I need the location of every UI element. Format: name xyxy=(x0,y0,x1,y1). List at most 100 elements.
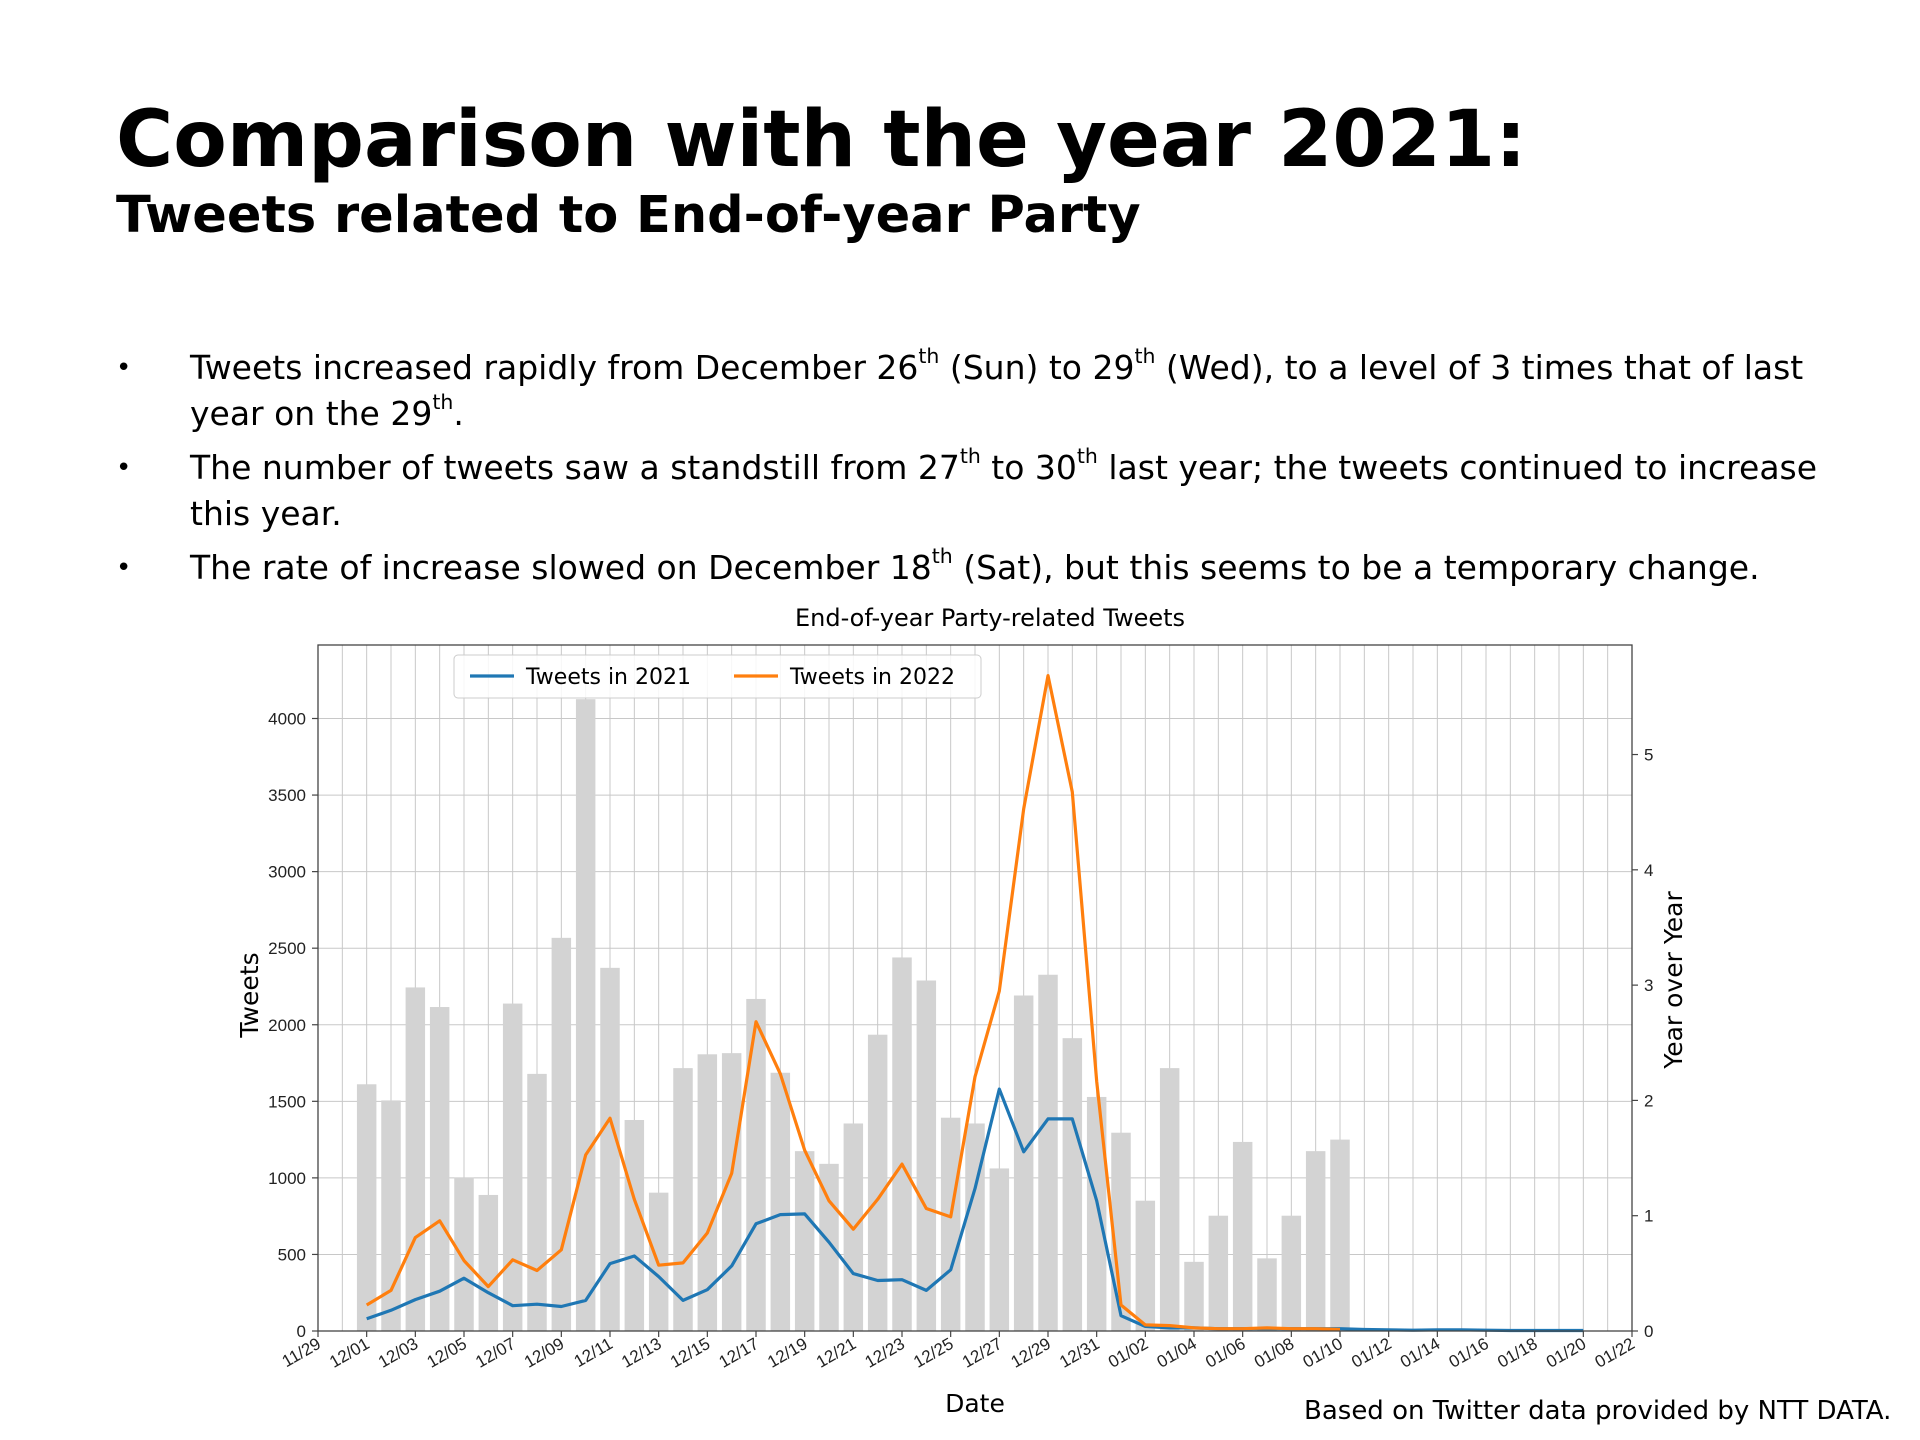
ordinal-suffix: th xyxy=(1134,343,1156,368)
ordinal-suffix: th xyxy=(918,343,940,368)
x-tick-label: 01/10 xyxy=(1300,1334,1346,1372)
yoy-bar xyxy=(697,1054,718,1331)
yoy-bar xyxy=(1086,1096,1107,1331)
yoy-bar xyxy=(575,699,596,1331)
y2-tick-label: 2 xyxy=(1644,1091,1653,1110)
ordinal-suffix: th xyxy=(432,389,454,414)
bullet-text: (Wed), to a level of 3 times that of las… xyxy=(190,348,1804,433)
bullet-marker: • xyxy=(116,353,132,383)
x-tick-label: 01/20 xyxy=(1543,1334,1589,1372)
yoy-bar xyxy=(356,1084,377,1331)
x-tick-label: 12/23 xyxy=(862,1334,908,1372)
yoy-bar xyxy=(1305,1151,1326,1331)
yoy-bar xyxy=(1208,1215,1229,1331)
yoy-bar xyxy=(1184,1261,1204,1331)
yoy-bar xyxy=(600,967,620,1331)
slide-subtitle: Tweets related to End-of-year Party xyxy=(116,186,1141,245)
ordinal-suffix: th xyxy=(959,443,981,468)
y2-tick-label: 5 xyxy=(1644,746,1653,765)
y-tick-label: 1500 xyxy=(268,1092,306,1111)
yoy-bar xyxy=(794,1151,815,1331)
yoy-bar xyxy=(892,957,912,1331)
x-tick-label: 12/25 xyxy=(910,1334,956,1372)
x-tick-label: 12/01 xyxy=(326,1334,372,1372)
yoy-bar xyxy=(454,1177,474,1331)
x-tick-label: 01/16 xyxy=(1446,1334,1492,1372)
bullet-text: last year; the tweets continued to incre… xyxy=(190,448,1818,533)
yoy-bar xyxy=(1135,1200,1156,1331)
yoy-bar xyxy=(721,1053,742,1331)
yoy-bar xyxy=(502,1003,523,1331)
yoy-bar xyxy=(746,998,766,1331)
yoy-bar xyxy=(429,1007,450,1331)
series-line xyxy=(365,673,1341,1332)
tweet-lines xyxy=(365,673,1584,1333)
bullet-item: • Tweets increased rapidly from December … xyxy=(116,345,1856,437)
x-tick-label: 12/15 xyxy=(667,1334,713,1372)
y-tick-label: 3000 xyxy=(268,863,306,882)
x-tick-label: 12/07 xyxy=(472,1334,518,1372)
x-tick-label: 01/22 xyxy=(1592,1334,1638,1372)
ordinal-suffix: th xyxy=(1076,443,1098,468)
x-tick-label: 12/13 xyxy=(618,1334,664,1372)
y-axis-label: Tweets xyxy=(235,952,264,1038)
y2-axis-label: Year over Year xyxy=(1659,891,1688,1070)
source-footnote: Based on Twitter data provided by NTT DA… xyxy=(1304,1396,1892,1426)
bullet-text: (Sun) to 29 xyxy=(939,348,1135,387)
yoy-bar xyxy=(1159,1068,1180,1331)
x-tick-label: 01/08 xyxy=(1251,1334,1297,1372)
bullet-list: • Tweets increased rapidly from December … xyxy=(116,345,1856,599)
bullet-item: • The number of tweets saw a standstill f… xyxy=(116,445,1856,537)
series-line xyxy=(366,1087,1584,1333)
y2-tick-label: 3 xyxy=(1644,976,1653,995)
y2-tick-label: 1 xyxy=(1644,1207,1653,1226)
y2-tick-label: 0 xyxy=(1644,1322,1653,1341)
yoy-bar xyxy=(989,1168,1010,1331)
yoy-bar xyxy=(867,1034,888,1331)
x-tick-label: 01/04 xyxy=(1154,1334,1200,1372)
x-tick-label: 12/17 xyxy=(716,1334,762,1372)
x-tick-label: 12/21 xyxy=(813,1334,859,1372)
yoy-bar xyxy=(673,1068,693,1331)
yoy-bar xyxy=(1232,1141,1253,1331)
x-tick-label: 01/12 xyxy=(1348,1334,1394,1372)
yoy-bar xyxy=(1111,1132,1131,1331)
yoy-bars xyxy=(356,699,1350,1331)
x-axis-label: Date xyxy=(945,1389,1005,1418)
slide-title: Comparison with the year 2021: xyxy=(116,95,1527,185)
y-tick-label: 3500 xyxy=(268,786,306,805)
y-tick-label: 2000 xyxy=(268,1016,306,1035)
bullet-marker: • xyxy=(116,453,132,483)
y-tick-label: 2500 xyxy=(268,939,306,958)
yoy-bar xyxy=(381,1100,401,1331)
yoy-bar xyxy=(1013,995,1034,1331)
yoy-bar xyxy=(551,937,572,1331)
yoy-bar xyxy=(940,1117,961,1331)
x-tick-label: 12/09 xyxy=(521,1334,567,1372)
y-tick-label: 1000 xyxy=(268,1169,306,1188)
chart-title: End-of-year Party-related Tweets xyxy=(795,604,1185,632)
y-tick-label: 500 xyxy=(278,1245,306,1264)
x-tick-label: 12/29 xyxy=(1008,1334,1054,1372)
legend-label: Tweets in 2022 xyxy=(789,665,955,690)
yoy-bar xyxy=(1038,974,1058,1331)
x-tick-label: 12/03 xyxy=(375,1334,421,1372)
bullet-text: . xyxy=(453,394,464,433)
x-tick-label: 01/18 xyxy=(1494,1334,1540,1372)
x-tick-label: 12/19 xyxy=(764,1334,810,1372)
plot-frame xyxy=(317,644,1633,1332)
yoy-bar xyxy=(916,980,937,1331)
yoy-bar xyxy=(1330,1139,1350,1331)
x-tick-label: 12/27 xyxy=(959,1334,1005,1372)
yoy-bar xyxy=(527,1073,547,1331)
x-tick-label: 12/11 xyxy=(571,1334,616,1371)
x-tick-label: 01/06 xyxy=(1202,1334,1248,1372)
bullet-text: Tweets increased rapidly from December 2… xyxy=(190,348,919,387)
yoy-bar xyxy=(624,1120,645,1331)
legend-box xyxy=(453,654,982,699)
legend-label: Tweets in 2021 xyxy=(525,665,691,690)
y2-tick-label: 4 xyxy=(1644,861,1653,880)
x-tick-label: 01/02 xyxy=(1105,1334,1151,1372)
x-tick-label: 12/31 xyxy=(1056,1334,1102,1372)
